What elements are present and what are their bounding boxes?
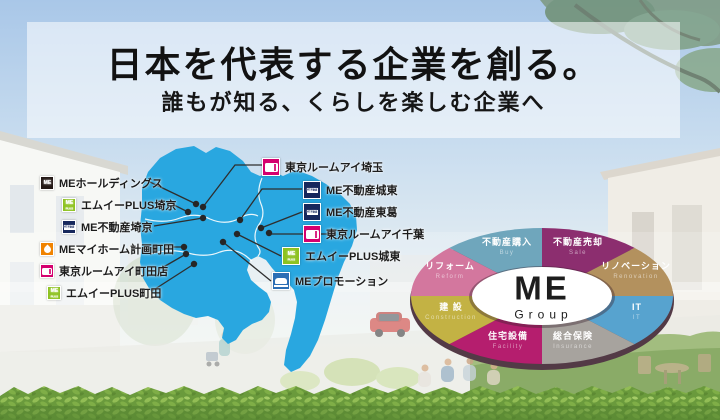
chip-stripe: ME不動産 [63, 224, 75, 230]
me-plus-icon: ME PLUS [47, 286, 61, 300]
chip-text: ME [65, 199, 73, 206]
me-holdings-icon: ME [40, 176, 54, 190]
people-group [418, 357, 500, 387]
company-name: ME不動産城東 [326, 185, 398, 197]
chip-subtext: PLUS [50, 294, 58, 298]
me-fudosan-icon: ME不動産 [303, 181, 321, 199]
map-label-me-fudosan-saikyo: ME不動産 ME不動産埼京 [62, 219, 153, 235]
business-wheel [410, 228, 674, 370]
company-name: 東京ルームアイ埼玉 [285, 162, 384, 174]
chip-subtext: PLUS [65, 206, 73, 210]
chip-text: ME [287, 250, 295, 257]
company-name: ME不動産東葛 [326, 207, 398, 219]
company-name: MEホールディングス [59, 178, 163, 190]
me-group-logo-sub: Group [514, 307, 573, 322]
company-name: 東京ルームアイ町田店 [59, 266, 169, 278]
me-promotion-icon [272, 272, 290, 290]
map-label-roomeye-machida: 東京ルームアイ町田店 [40, 263, 168, 279]
map-label-me-plus-machida: ME PLUS エムイーPLUS町田 [47, 285, 161, 301]
me-plus-icon: ME PLUS [62, 198, 76, 212]
map-label-me-promotion: MEプロモーション [272, 272, 388, 290]
grass-foreground [0, 386, 720, 420]
chip-text: ME不動産 [63, 225, 75, 229]
chip-stripe: ME不動産 [306, 209, 318, 215]
me-myhome-flame-icon [40, 242, 54, 256]
me-plus-icon: ME PLUS [282, 247, 300, 265]
map-label-me-plus-saikyo: ME PLUS エムイーPLUS埼京 [62, 197, 176, 213]
tokyo-roomeye-icon [262, 158, 280, 176]
chip-text: ME [43, 180, 51, 186]
me-fudosan-icon: ME不動産 [303, 203, 321, 221]
company-name: エムイーPLUS城東 [305, 251, 401, 263]
connector-lines [149, 164, 327, 292]
flame-glyph [42, 244, 52, 254]
chip-text: ME不動産 [306, 210, 318, 214]
prefecture-borders [144, 177, 264, 262]
map-label-roomeye-saitama: 東京ルームアイ埼玉 [262, 158, 383, 176]
company-name: MEプロモーション [295, 276, 389, 288]
map-label-me-holdings: ME MEホールディングス [40, 175, 163, 191]
red-car [370, 312, 410, 337]
company-name: エムイーPLUS町田 [66, 288, 162, 300]
page-subtitle: 誰もが知る、くらしを楽しむ企業へ [161, 89, 546, 115]
company-name: 東京ルームアイ千葉 [326, 229, 425, 241]
map-label-me-myhome-machida: MEマイホーム計画町田 [40, 241, 174, 257]
hero-panel: 日本を代表する企業を創る。 誰もが知る、くらしを楽しむ企業へ [27, 22, 680, 138]
wheel-center-logo: ME Group [511, 272, 572, 321]
company-name: MEマイホーム計画町田 [59, 244, 175, 256]
page-title: 日本を代表する企業を創る。 [106, 43, 601, 85]
left-house [0, 131, 128, 352]
garden-furniture [638, 354, 711, 384]
map-label-me-fudosan-joto: ME不動産 ME不動産城東 [303, 181, 398, 199]
wheel-center-disc [472, 267, 612, 325]
company-name: エムイーPLUS埼京 [81, 200, 177, 212]
chip-stripe: ME不動産 [306, 187, 318, 193]
tv-glyph [42, 267, 52, 275]
map-label-roomeye-chiba: 東京ルームアイ千葉 [303, 225, 424, 243]
me-group-logo: ME [514, 269, 570, 307]
chip-text: ME [50, 287, 58, 294]
map-label-me-plus-joto: ME PLUS エムイーPLUS城東 [282, 247, 400, 265]
tokyo-roomeye-icon [40, 264, 54, 278]
location-dots [180, 200, 273, 268]
tokyo-roomeye-icon [303, 225, 321, 243]
tv-glyph [264, 162, 278, 172]
chip-text: ME不動産 [306, 188, 318, 192]
map-label-me-fudosan-tokatsu: ME不動産 ME不動産東葛 [303, 203, 398, 221]
tv-glyph [305, 229, 319, 239]
train-glyph [274, 278, 288, 287]
company-name: ME不動産埼京 [81, 222, 153, 234]
chip-subtext: PLUS [287, 257, 295, 261]
me-fudosan-icon: ME不動産 [62, 220, 76, 234]
